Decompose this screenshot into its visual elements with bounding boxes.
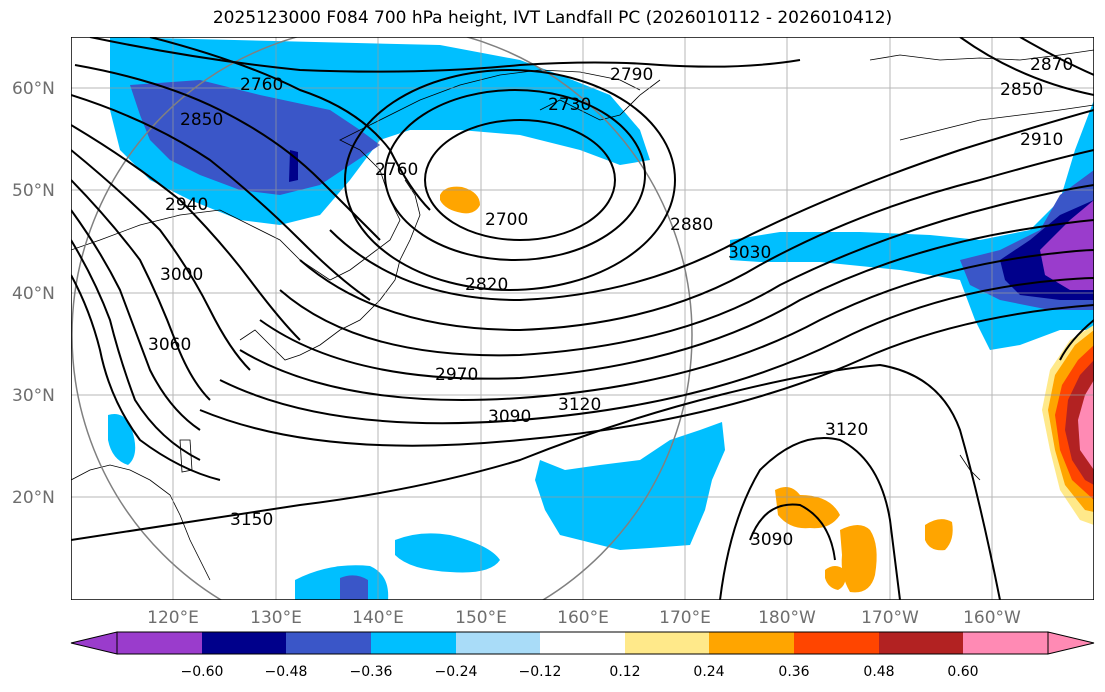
colorbar-segment [879,632,963,654]
contour-label: 3090 [750,530,793,550]
colorbar-segment [794,632,879,654]
colorbar-segment [202,632,286,654]
colorbar-tick-label: 0.36 [778,664,809,680]
ivt-positive-okhotsk [440,186,480,214]
lat-label: 50°N [12,181,55,201]
colorbar-segment [286,632,371,654]
ivt-positive-central-pacific-3 [925,519,953,551]
contour-labels: 2760 2790 2730 2850 2870 2850 2910 2760 … [148,55,1073,550]
colorbar-segment [456,632,540,654]
colorbar-segment [709,632,794,654]
contour-label: 2760 [240,75,283,95]
lat-label: 60°N [12,79,55,99]
contour-label: 2910 [1020,130,1063,150]
lat-label: 40°N [12,284,55,304]
ivt-positive-central-pacific-2 [840,525,877,593]
contour-label: 2940 [165,195,208,215]
colorbar-segment [625,632,709,654]
lon-label: 180°W [758,608,816,628]
lon-label: 130°E [250,608,302,628]
colorbar-segment [540,632,625,654]
ivt-negative-west-pacific [395,533,500,573]
colorbar-tick-label: 0.24 [693,664,724,680]
contour-label: 2760 [375,160,418,180]
map-panel: 2760 2790 2730 2850 2870 2850 2910 2760 … [71,37,1094,600]
colorbar-tick-label: −0.36 [350,664,393,680]
colorbar-tick-label: 0.48 [863,664,894,680]
ivt-negative-northeast-extreme [1040,200,1094,290]
colorbar-tick-label: 0.60 [947,664,978,680]
contour-label: 2870 [1030,55,1073,75]
contour-label: 3120 [558,395,601,415]
contour-label: 3090 [488,407,531,427]
contour-label: 2880 [670,215,713,235]
lon-label: 170°W [861,608,919,628]
contour-label: 3000 [160,265,203,285]
lat-label: 30°N [12,386,55,406]
colorbar-tick-label: −0.60 [181,664,224,680]
colorbar: −0.60 −0.48 −0.36 −0.24 −0.12 0.12 0.24 … [70,631,1095,680]
height-contours [71,37,1094,600]
lon-label: 120°E [147,608,199,628]
radius-circle [71,37,693,600]
colorbar-segment [371,632,456,654]
colorbar-segment [963,632,1048,654]
contour-label: 2790 [610,65,653,85]
ivt-negative-taiwan [108,414,136,465]
lat-label: 20°N [12,488,55,508]
colorbar-tick-label: −0.24 [435,664,478,680]
contour-label: 3060 [148,335,191,355]
lon-label: 170°E [659,608,711,628]
contour-label: 2820 [465,275,508,295]
contour-label: 2970 [435,365,478,385]
map-title: 2025123000 F084 700 hPa height, IVT Land… [212,8,893,28]
colorbar-tick-label: 0.12 [609,664,640,680]
contour-label: 3030 [728,243,771,263]
contour-label: 2730 [548,95,591,115]
colorbar-segment [1047,631,1095,655]
colorbar-segment [117,632,202,654]
colorbar-tick-label: −0.48 [265,664,308,680]
contour-label: 2850 [180,110,223,130]
latitude-labels: 60°N 50°N 40°N 30°N 20°N [12,79,55,508]
colorbar-tick-label: −0.12 [519,664,562,680]
lon-label: 160°W [963,608,1021,628]
contour-label: 2850 [1000,80,1043,100]
longitude-labels: 120°E 130°E 140°E 150°E 160°E 170°E 180°… [147,608,1021,628]
contour-label: 2700 [485,210,528,230]
contour-label: 3150 [230,510,273,530]
lon-label: 150°E [455,608,507,628]
colorbar-ticks: −0.60 −0.48 −0.36 −0.24 −0.12 0.12 0.24 … [181,664,979,680]
ivt-negative-northwest-core [130,80,380,195]
colorbar-segment [70,631,118,655]
lon-label: 160°E [557,608,609,628]
lon-label: 140°E [352,608,404,628]
contour-label: 3120 [825,420,868,440]
